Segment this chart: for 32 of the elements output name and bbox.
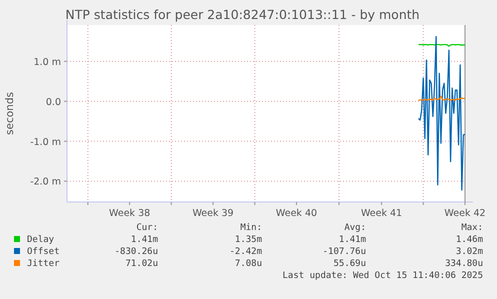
x-tick-label: Week 39 [192,208,234,219]
text: 1.41m [338,235,366,245]
legend-label: Jitter [27,259,60,269]
y-axis-title: seconds [4,92,16,135]
text: Max: [461,223,483,233]
text: 55.69u [333,259,366,269]
x-tick-label: Week 38 [109,208,150,219]
text: -107.76u [322,247,366,257]
y-tick-label: -1.0 m [30,136,61,148]
chart-title: NTP statistics for peer 2a10:8247:0:1013::11 - by month [65,7,420,22]
text: Min: [240,223,262,233]
text: 7.08u [234,259,262,269]
text: -830.26u [114,247,158,257]
text: 334.80u [445,259,483,269]
line-series [418,36,466,191]
y-tick-label: -2.0 m [30,176,61,188]
text: 1.41m [130,235,158,245]
x-tick-label: Week 41 [360,208,402,219]
legend-label: Delay [27,235,55,245]
x-tick-label: Week 42 [444,208,486,219]
text: 1.35m [234,235,262,245]
text: Last update: Wed Oct 15 11:40:06 2025 [282,271,483,281]
y-tick-label: 0.0 [46,96,61,108]
text: Cur: [136,223,158,233]
text: Avg: [344,223,366,233]
text: 1.46m [456,235,483,245]
legend-label: Offset [27,247,60,257]
text: 3.02m [456,247,483,257]
x-tick-label: Week 40 [276,208,318,219]
text: -2.42m [229,247,262,257]
y-tick-label: 1.0 m [34,56,61,68]
text: 71.02u [125,259,158,269]
